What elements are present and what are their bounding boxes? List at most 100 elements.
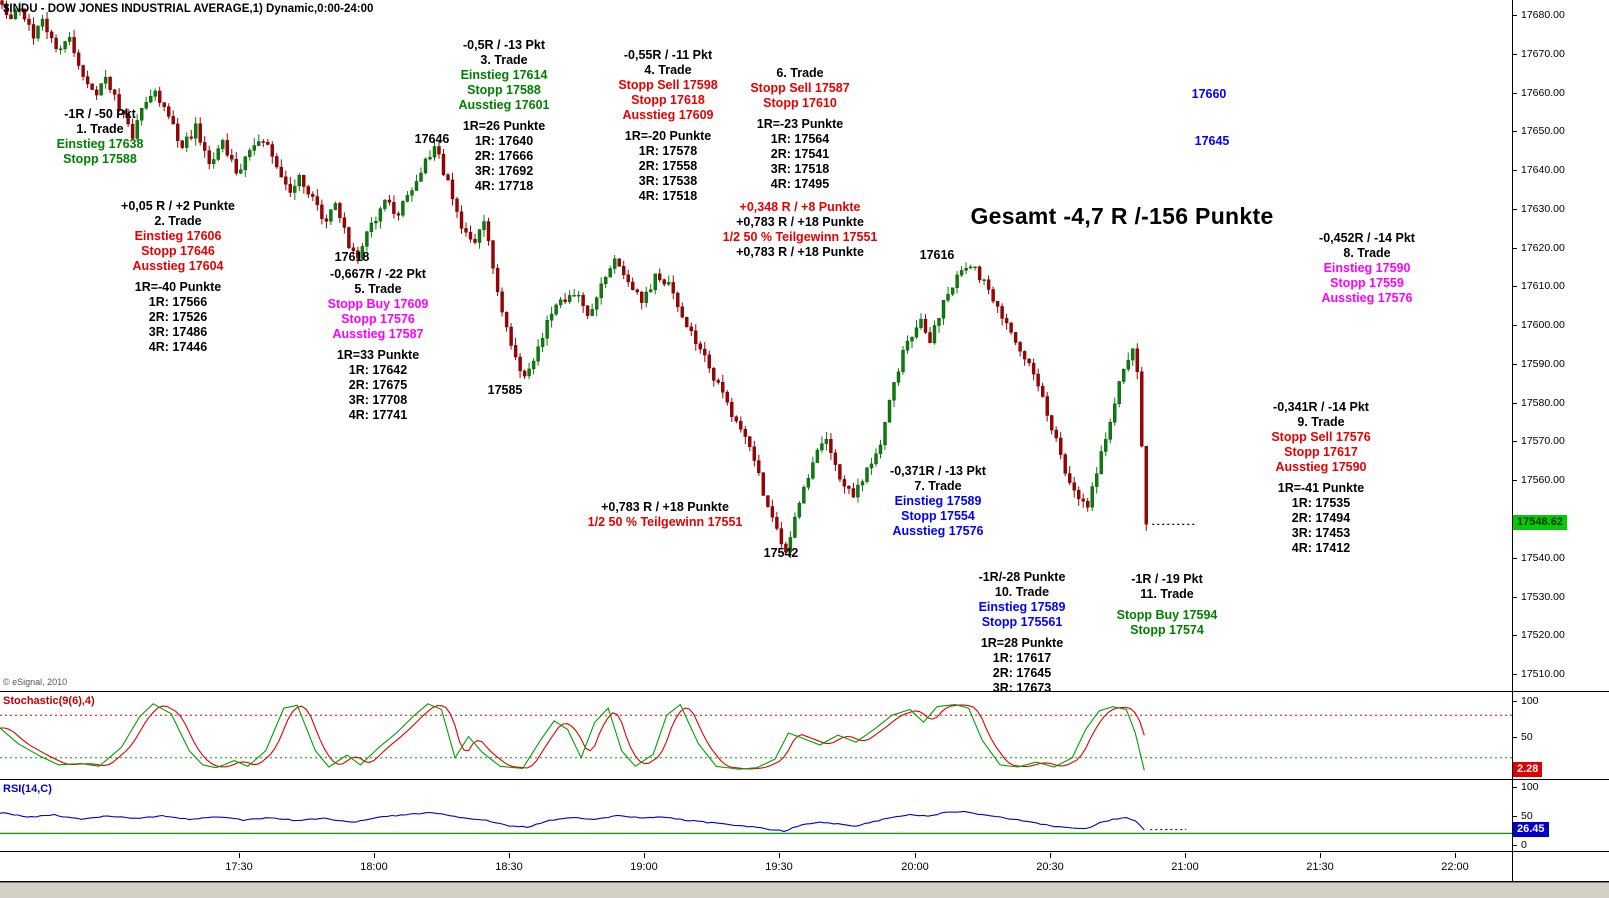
price-tick-label: 17600.00: [1521, 319, 1565, 331]
time-axis-label: 19:00: [630, 861, 658, 873]
window-bottom-edge: [0, 882, 1609, 898]
panel-separator-3: [0, 851, 1609, 852]
annotation-trade-2: +0,05 R / +2 Punkte 2. Trade Einstieg 1760…: [121, 199, 235, 355]
price-tick-label: 17540.00: [1521, 552, 1565, 564]
panel-separator-2: [0, 779, 1609, 780]
price-tick-label: 17580.00: [1521, 397, 1565, 409]
annotation-line: -0,667R / -22 Pkt: [330, 267, 426, 281]
annotation-label-17645: 17645: [1195, 134, 1230, 149]
annotation-line: Stopp 17559: [1330, 276, 1404, 290]
annotation-line: 1R=-40 Punkte: [134, 280, 222, 294]
annotation-trade-7: -0,371R / -13 Pkt 7. Trade Einstieg 17589 S…: [890, 464, 986, 539]
price-tick: [1512, 209, 1517, 210]
stochastic-study-label: Stochastic(9(6),4): [3, 695, 95, 707]
price-tick-label: 17680.00: [1521, 9, 1565, 21]
price-tick-label: 17650.00: [1521, 125, 1565, 137]
time-axis-label: 21:00: [1171, 861, 1199, 873]
annotation-line: Stopp Sell 17598: [618, 78, 718, 92]
annotation-label-17542: 17542: [764, 546, 799, 561]
annotation-line: 1R: 17535: [1291, 496, 1351, 510]
price-tick-label: 17520.00: [1521, 629, 1565, 641]
annotation-line: 2R: 17675: [348, 378, 408, 392]
annotation-line: Stopp 17588: [63, 152, 137, 166]
time-axis-label: 20:00: [901, 861, 929, 873]
price-tick-label: 17510.00: [1521, 668, 1565, 680]
annotation-line: Stopp 17618: [631, 93, 705, 107]
price-tick: [1512, 248, 1517, 249]
price-tick-label: 17610.00: [1521, 280, 1565, 292]
annotation-line: 9. Trade: [1297, 415, 1345, 429]
scale-tick: [1512, 787, 1517, 788]
rsi-line: [0, 810, 1145, 833]
annotation-line: 4R: 17718: [474, 179, 534, 193]
price-tick-label: 17670.00: [1521, 48, 1565, 60]
annotation-line: 2R: 17541: [770, 147, 830, 161]
stochastic-canvas[interactable]: [0, 693, 1512, 779]
price-tick: [1512, 131, 1517, 132]
annotation-line: Ausstieg 17576: [892, 524, 984, 538]
annotation-line: 1R=26 Punkte: [462, 119, 546, 133]
annotation-trade-1: -1R / -50 Pkt 1. Trade Einstieg 17638 Stopp…: [57, 107, 144, 167]
main-chart-canvas[interactable]: [0, 0, 1512, 691]
annotation-line: Ausstieg 17590: [1275, 460, 1367, 474]
panel-separator-1: [0, 691, 1609, 692]
price-tick-label: 17620.00: [1521, 242, 1565, 254]
annotation-line: 17660: [1191, 87, 1227, 101]
time-tick: [1185, 853, 1186, 858]
annotation-label-17618: 17618: [335, 250, 370, 265]
annotation-line: Ausstieg 17587: [332, 327, 424, 341]
annotation-line: 7. Trade: [914, 479, 962, 493]
price-tick: [1512, 558, 1517, 559]
time-axis-label: 18:00: [360, 861, 388, 873]
annotation-line: Stopp 17574: [1130, 623, 1204, 637]
annotation-line: Einstieg 17589: [978, 600, 1066, 614]
time-tick: [1050, 853, 1051, 858]
annotation-line: 4R: 17412: [1291, 541, 1351, 555]
annotation-line: Einstieg 17589: [894, 494, 982, 508]
chart-title: $INDU - DOW JONES INDUSTRIAL AVERAGE,1) …: [3, 3, 374, 15]
annotation-line: 2R: 17666: [474, 149, 534, 163]
time-tick: [644, 853, 645, 858]
scale-tick: [1512, 816, 1517, 817]
annotation-line: 4R: 17518: [638, 189, 698, 203]
scale-tick-label: 50: [1521, 731, 1533, 743]
annotation-line: -1R/-28 Punkte: [978, 570, 1066, 584]
annotation-line: -0,371R / -13 Pkt: [890, 464, 986, 478]
price-tick: [1512, 597, 1517, 598]
annotation-line: 3R: 17518: [770, 162, 830, 176]
scale-tick-label: 100: [1521, 695, 1539, 707]
time-tick: [1455, 853, 1456, 858]
rsi-canvas[interactable]: [0, 781, 1512, 851]
annotation-line: Stopp Buy 17594: [1116, 608, 1218, 622]
annotation-line: Stopp Sell 17576: [1271, 430, 1371, 444]
stochastic-value-badge: 2.28: [1513, 762, 1543, 777]
rsi-study-label: RSI(14,C): [3, 783, 52, 795]
annotation-line: 4R: 17495: [770, 177, 830, 191]
annotation-line: 1R=-23 Punkte: [756, 117, 844, 131]
annotation-line: 3R: 17708: [348, 393, 408, 407]
price-tick-label: 17560.00: [1521, 474, 1565, 486]
time-axis-label: 17:30: [225, 861, 253, 873]
annotation-line: 3. Trade: [480, 53, 528, 67]
annotation-trade-3: -0,5R / -13 Pkt 3. Trade Einstieg 17614 Sto…: [458, 38, 549, 194]
annotation-line: 17616: [919, 248, 955, 262]
annotation-line: -0,5R / -13 Pkt: [463, 38, 545, 52]
annotation-line: 1R=33 Punkte: [336, 348, 420, 362]
price-tick: [1512, 93, 1517, 94]
annotation-line: Stopp Sell 17587: [750, 81, 850, 95]
time-tick: [1320, 853, 1321, 858]
price-tick-label: 17660.00: [1521, 87, 1565, 99]
time-tick: [915, 853, 916, 858]
annotation-line: Ausstieg 17601: [458, 98, 550, 112]
annotation-line: 1R=28 Punkte: [980, 636, 1064, 650]
annotation-line: Einstieg 17614: [460, 68, 548, 82]
annotation-line: 1/2 50 % Teilgewinn 17551: [587, 515, 743, 529]
axis-separator-vertical: [1512, 0, 1513, 881]
annotation-line: 1R: 17564: [770, 132, 830, 146]
panel-separator-4: [0, 881, 1609, 882]
copyright-watermark: © eSignal, 2010: [3, 677, 68, 687]
price-tick: [1512, 325, 1517, 326]
price-tick: [1512, 364, 1517, 365]
annotation-trade-5: -0,667R / -22 Pkt 5. Trade Stopp Buy 17609…: [328, 267, 429, 423]
scale-tick: [1512, 737, 1517, 738]
